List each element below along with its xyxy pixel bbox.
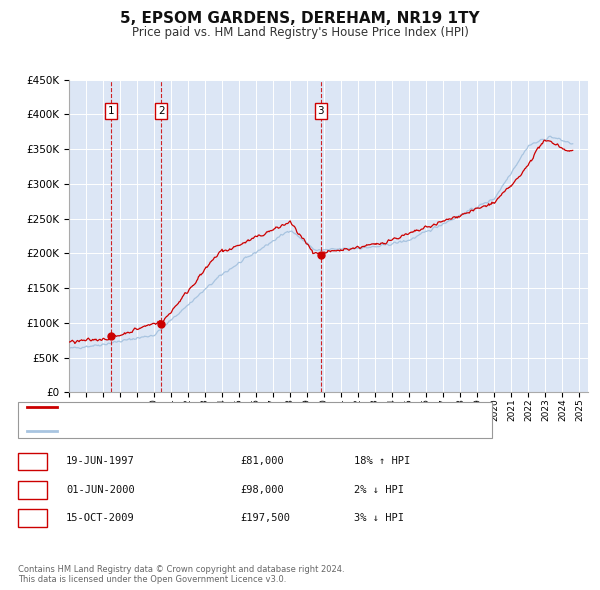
Text: Price paid vs. HM Land Registry's House Price Index (HPI): Price paid vs. HM Land Registry's House … [131,26,469,39]
Text: 18% ↑ HPI: 18% ↑ HPI [354,457,410,466]
Text: 15-OCT-2009: 15-OCT-2009 [66,513,135,523]
Text: 5, EPSOM GARDENS, DEREHAM, NR19 1TY (detached house): 5, EPSOM GARDENS, DEREHAM, NR19 1TY (det… [62,402,364,412]
Text: Contains HM Land Registry data © Crown copyright and database right 2024.
This d: Contains HM Land Registry data © Crown c… [18,565,344,584]
Text: HPI: Average price, detached house, Breckland: HPI: Average price, detached house, Brec… [62,426,296,435]
Text: £81,000: £81,000 [240,457,284,466]
Text: £98,000: £98,000 [240,485,284,494]
Text: 19-JUN-1997: 19-JUN-1997 [66,457,135,466]
Text: 2% ↓ HPI: 2% ↓ HPI [354,485,404,494]
Text: 3: 3 [317,106,324,116]
Text: 3: 3 [29,513,36,523]
Text: 2: 2 [158,106,164,116]
Text: 1: 1 [108,106,115,116]
Text: 01-JUN-2000: 01-JUN-2000 [66,485,135,494]
Text: 1: 1 [29,457,36,466]
Text: 3% ↓ HPI: 3% ↓ HPI [354,513,404,523]
Text: £197,500: £197,500 [240,513,290,523]
Text: 2: 2 [29,485,36,494]
Text: 5, EPSOM GARDENS, DEREHAM, NR19 1TY: 5, EPSOM GARDENS, DEREHAM, NR19 1TY [120,11,480,27]
